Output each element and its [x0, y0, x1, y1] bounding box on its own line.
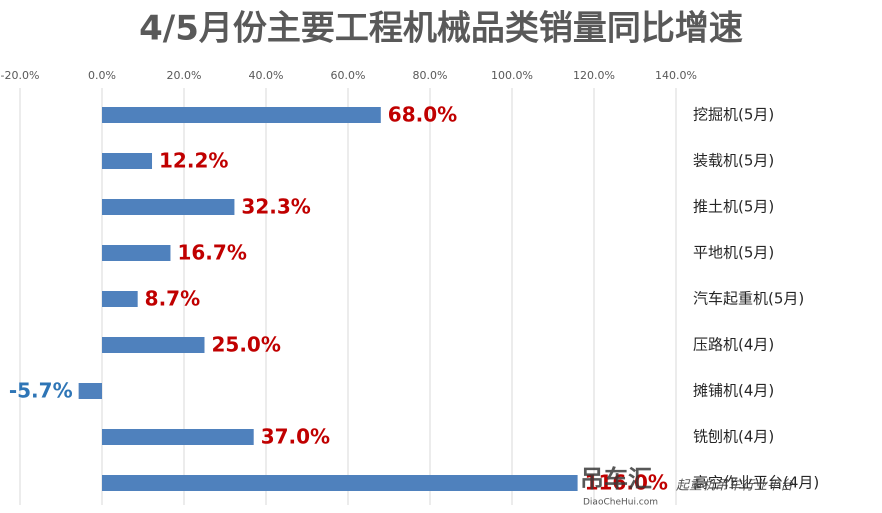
- category-label: 装载机(5月): [693, 152, 774, 170]
- bar: [102, 291, 138, 307]
- value-label: 32.3%: [241, 195, 310, 219]
- x-tick-label: 60.0%: [331, 69, 366, 82]
- x-tick-label: 80.0%: [413, 69, 448, 82]
- watermark: 吊车汇: [580, 465, 652, 493]
- value-label: 16.7%: [177, 241, 246, 265]
- bar: [102, 429, 254, 445]
- value-label: 116.0%: [585, 471, 668, 495]
- category-label: 汽车起重机(5月): [693, 290, 804, 308]
- x-tick-label: 120.0%: [573, 69, 615, 82]
- value-label: 8.7%: [145, 287, 200, 311]
- category-label: 铣刨机(4月): [693, 428, 774, 446]
- x-tick-label: -20.0%: [1, 69, 40, 82]
- bar: [102, 337, 205, 353]
- bar: [102, 245, 171, 261]
- bar: [102, 153, 153, 169]
- watermark: DiaoCheHui.com: [583, 498, 658, 508]
- category-label: 高空作业平台(4月): [693, 474, 819, 492]
- x-tick-label: 40.0%: [249, 69, 284, 82]
- bar: [102, 107, 381, 123]
- value-label: 12.2%: [159, 149, 228, 173]
- x-tick-label: 140.0%: [655, 69, 697, 82]
- category-label: 摊铺机(4月): [693, 382, 774, 400]
- x-tick-label: 100.0%: [491, 69, 533, 82]
- value-label: 68.0%: [388, 103, 457, 127]
- watermark: 起重机吊车行业平台: [676, 479, 794, 494]
- value-label: 25.0%: [212, 333, 281, 357]
- x-tick-label: 0.0%: [88, 69, 116, 82]
- chart-title: 4/5月份主要工程机械品类销量同比增速: [139, 9, 743, 49]
- value-label: 37.0%: [261, 425, 330, 449]
- category-label: 压路机(4月): [693, 336, 774, 354]
- x-tick-label: 20.0%: [167, 69, 202, 82]
- category-label: 推土机(5月): [693, 198, 774, 216]
- category-label: 平地机(5月): [693, 244, 774, 262]
- bar: [102, 475, 578, 491]
- value-label: -5.7%: [9, 379, 73, 403]
- category-label: 挖掘机(5月): [693, 106, 774, 124]
- bar: [78, 383, 102, 399]
- bar: [102, 199, 235, 215]
